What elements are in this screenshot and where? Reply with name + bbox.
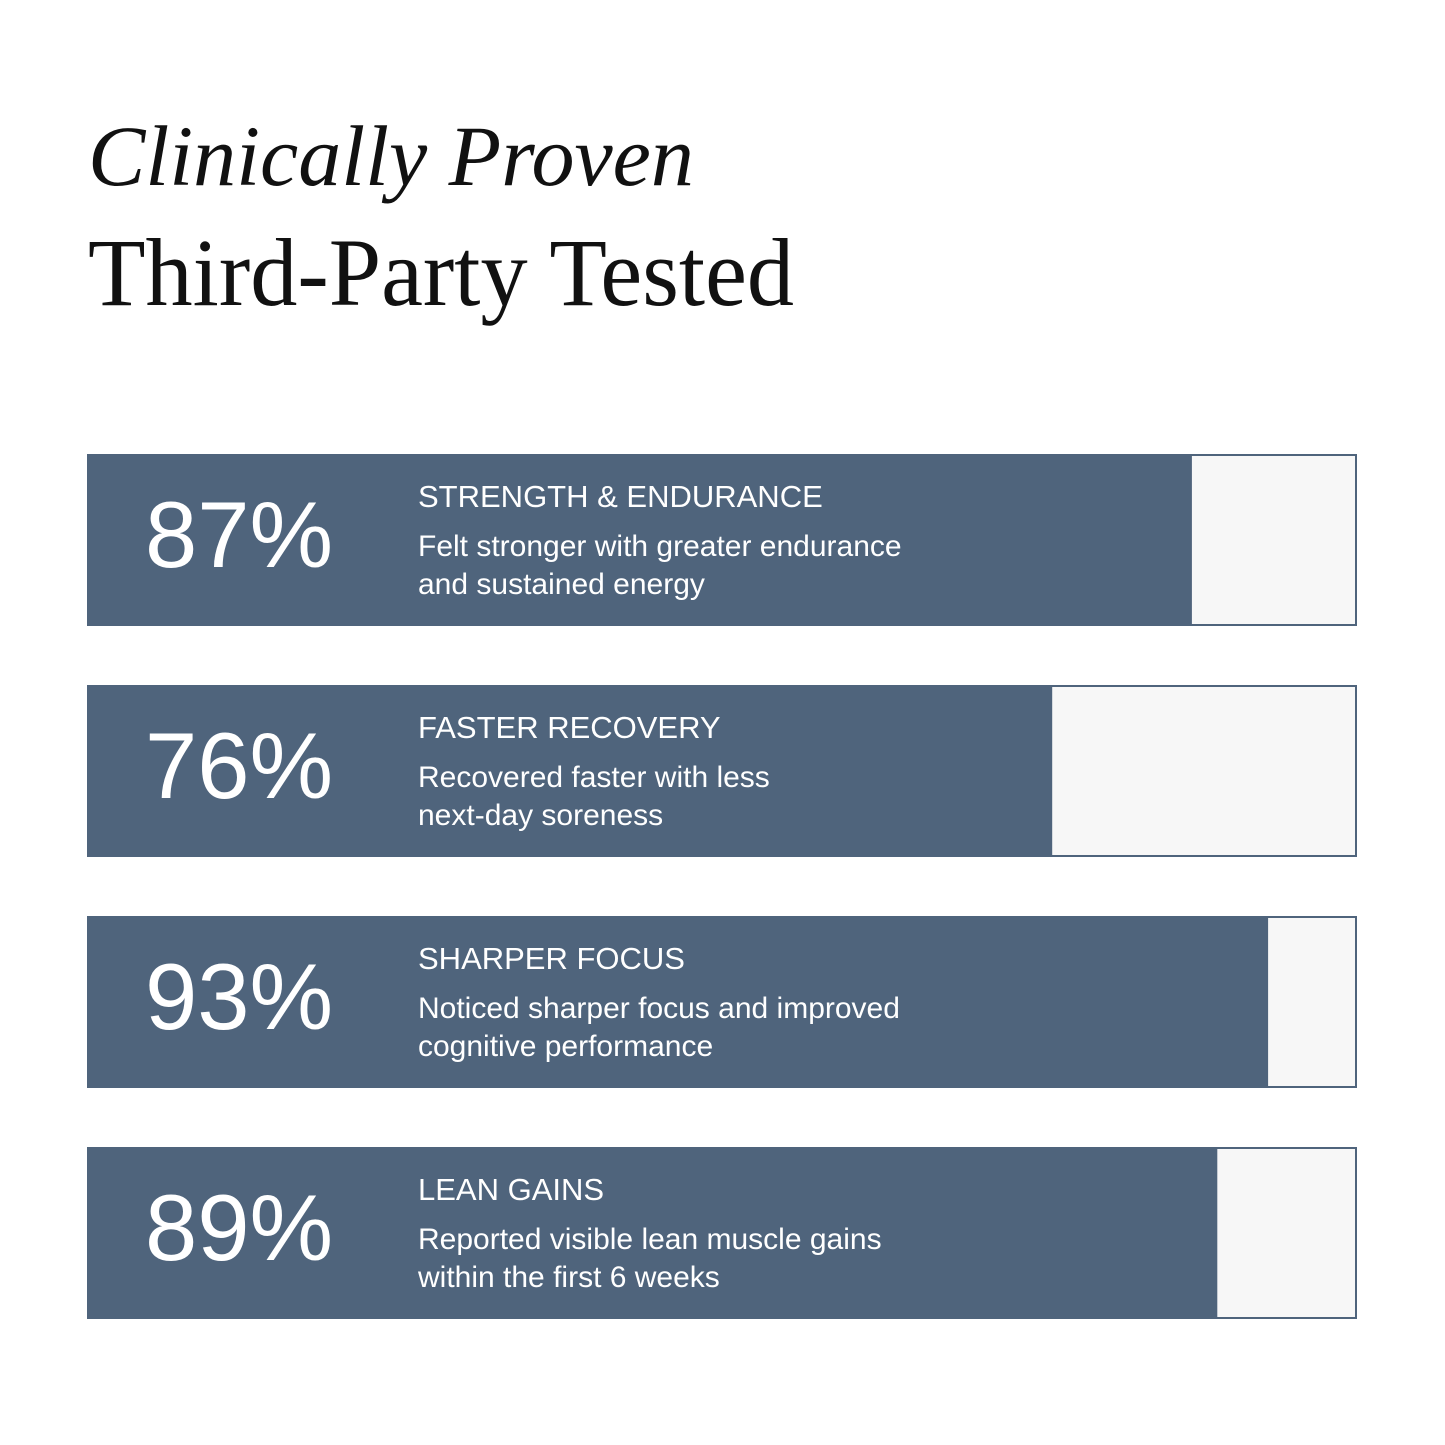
bar — [87, 916, 1269, 1088]
category-label: SHARPER FOCUS — [418, 941, 685, 976]
bar — [87, 1147, 1218, 1319]
category-label: STRENGTH & ENDURANCE — [418, 479, 823, 514]
bar — [87, 454, 1192, 626]
value-label: 89% — [145, 1175, 333, 1280]
description-line: Reported visible lean muscle gains — [418, 1223, 882, 1256]
description-line: within the first 6 weeks — [417, 1261, 720, 1294]
chart-subtitle: Third-Party Tested — [88, 219, 794, 326]
bar — [87, 685, 1053, 857]
description-line: Felt stronger with greater endurance — [418, 530, 902, 563]
description-line: and sustained energy — [418, 568, 705, 601]
description-line: Recovered faster with less — [418, 761, 770, 794]
value-label: 93% — [145, 944, 333, 1049]
description-line: next-day soreness — [418, 799, 663, 832]
category-label: FASTER RECOVERY — [418, 710, 721, 745]
category-label: LEAN GAINS — [418, 1172, 604, 1207]
value-label: 76% — [145, 713, 333, 818]
value-label: 87% — [145, 482, 333, 587]
chart-title: Clinically Proven — [88, 108, 694, 204]
description-line: Noticed sharper focus and improved — [418, 992, 900, 1025]
description-line: cognitive performance — [418, 1030, 713, 1063]
